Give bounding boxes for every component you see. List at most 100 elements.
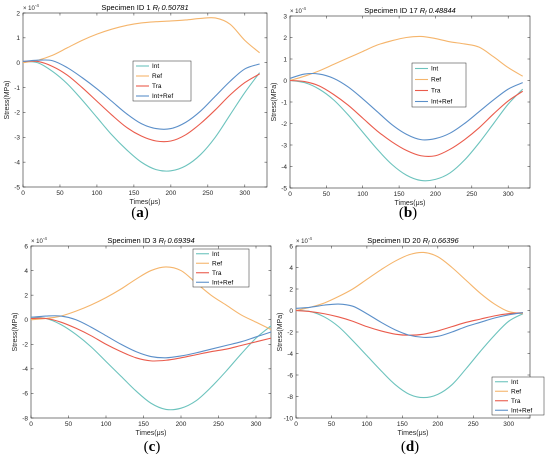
x-axis-title: Times(μs) bbox=[395, 200, 426, 207]
legend-box bbox=[132, 60, 192, 102]
legend: Int Ref Tra Int+Ref bbox=[491, 376, 545, 416]
x-tick-label: 100 bbox=[357, 191, 368, 198]
y-tick-label: -2 bbox=[287, 329, 293, 336]
x-tick-label: 0 bbox=[21, 190, 25, 197]
y-tick-label: -4 bbox=[14, 159, 20, 166]
x-tick-label: 200 bbox=[430, 191, 441, 198]
y-tick-label: 0 bbox=[24, 317, 28, 324]
chart-title: Specimen ID 3 Rf 0.69394 bbox=[107, 236, 194, 247]
series-line-tra bbox=[30, 317, 272, 362]
y-tick-label: -2 bbox=[14, 110, 20, 117]
panel-caption: (c) bbox=[144, 439, 161, 455]
series-line-int bbox=[30, 316, 272, 411]
y-tick-label: -6 bbox=[287, 372, 293, 379]
y-tick-label: -8 bbox=[287, 394, 293, 401]
legend-entry: Int+Ref bbox=[212, 279, 233, 286]
chart-panel-1: 0 50 100 150 200 250 300 -5 -4 -3 -2 -1 0 1 2× 10-4 Spe… bbox=[4, 3, 268, 221]
x-tick-label: 300 bbox=[503, 191, 514, 198]
y-axis-title: Stress(MPa) bbox=[271, 83, 278, 122]
x-tick-label: 300 bbox=[251, 421, 262, 428]
x-tick-label: 50 bbox=[323, 191, 331, 198]
legend-entry: Ref bbox=[511, 388, 521, 395]
panel-caption: (b) bbox=[399, 205, 417, 221]
x-tick-label: 150 bbox=[397, 421, 408, 428]
x-tick-label: 100 bbox=[92, 190, 103, 197]
y-tick-label: -8 bbox=[22, 415, 28, 422]
legend-entry: Int bbox=[431, 66, 438, 73]
legend-box bbox=[192, 248, 250, 288]
x-tick-label: 100 bbox=[101, 421, 112, 428]
y-axis-title: Stress(MPa) bbox=[12, 313, 19, 352]
y-tick-label: -1 bbox=[14, 85, 20, 92]
panel-caption: (d) bbox=[401, 439, 419, 455]
series-line-tra bbox=[22, 60, 260, 143]
series-line-int-plus-ref bbox=[22, 59, 260, 130]
y-tick-label: 2 bbox=[16, 10, 20, 17]
y-tick-label: 3 bbox=[283, 13, 287, 20]
series-line-int-plus-ref bbox=[30, 315, 272, 359]
chart-panel-2: 0 50 100 150 200 250 300 -5 -4 -3 -2 -1 0 1 2 3× 10-4 Sp… bbox=[271, 6, 531, 221]
legend-entry: Int+Ref bbox=[431, 99, 452, 106]
series-line-int bbox=[295, 309, 524, 399]
chart-title: Specimen ID 17 Rf 0.48844 bbox=[364, 6, 455, 17]
x-tick-label: 0 bbox=[294, 421, 298, 428]
y-exponent-label: × 10-4 bbox=[23, 3, 39, 12]
y-tick-label: -3 bbox=[281, 142, 287, 149]
x-tick-label: 200 bbox=[176, 421, 187, 428]
y-tick-label: -4 bbox=[281, 164, 287, 171]
x-tick-label: 150 bbox=[394, 191, 405, 198]
series-line-int-plus-ref bbox=[295, 303, 523, 338]
legend: Int Ref Tra Int+Ref bbox=[411, 62, 467, 108]
y-tick-label: -2 bbox=[281, 121, 287, 128]
y-tick-label: -1 bbox=[281, 99, 287, 106]
y-exponent-label: × 10-4 bbox=[31, 236, 47, 245]
legend-entry: Int+Ref bbox=[152, 93, 173, 100]
series-line-ref bbox=[295, 251, 523, 315]
series-line-ref bbox=[289, 35, 524, 82]
legend-entry: Tra bbox=[431, 88, 441, 95]
x-tick-label: 50 bbox=[328, 421, 336, 428]
axes-box bbox=[289, 15, 531, 189]
chart-panel-3: 0 50 100 150 200 250 300 -8 -6 -4 -2 0 2 4 6× 10-4 Spec… bbox=[12, 236, 272, 455]
y-tick-label: -2 bbox=[22, 342, 28, 349]
y-tick-label: -4 bbox=[22, 366, 28, 373]
series-line-int bbox=[22, 60, 261, 172]
y-tick-label: -10 bbox=[284, 415, 294, 422]
series-line-ref bbox=[30, 266, 272, 331]
x-tick-label: 300 bbox=[503, 421, 514, 428]
legend-box bbox=[411, 62, 467, 108]
chart-title: Specimen ID 20 Rf 0.66396 bbox=[367, 236, 459, 247]
legend-box bbox=[491, 376, 545, 416]
series-line-int bbox=[289, 79, 524, 182]
legend-entry: Ref bbox=[212, 260, 222, 267]
y-tick-label: 4 bbox=[289, 265, 293, 272]
y-tick-label: 6 bbox=[289, 243, 293, 250]
axes-box bbox=[295, 245, 531, 419]
x-tick-label: 250 bbox=[213, 421, 224, 428]
x-tick-label: 50 bbox=[65, 421, 73, 428]
y-tick-label: 1 bbox=[283, 56, 287, 63]
x-tick-label: 150 bbox=[138, 421, 149, 428]
series-line-int-plus-ref bbox=[289, 72, 523, 141]
y-axis-title: Stress(MPa) bbox=[4, 81, 11, 120]
x-tick-label: 100 bbox=[361, 421, 372, 428]
y-exponent-label: × 10-4 bbox=[290, 6, 306, 15]
legend-entry: Int bbox=[212, 251, 219, 258]
legend-entry: Ref bbox=[431, 77, 441, 84]
legend-entry: Int+Ref bbox=[511, 407, 532, 414]
x-tick-label: 0 bbox=[288, 191, 292, 198]
y-tick-label: 1 bbox=[16, 35, 20, 42]
legend: Int Ref Tra Int+Ref bbox=[192, 248, 250, 288]
y-tick-label: 2 bbox=[283, 35, 287, 42]
y-tick-label: 0 bbox=[283, 78, 287, 85]
x-tick-label: 0 bbox=[29, 421, 33, 428]
y-tick-label: 0 bbox=[289, 308, 293, 315]
y-tick-label: -5 bbox=[14, 184, 20, 191]
x-axis-title: Times(μs) bbox=[398, 430, 429, 437]
y-tick-label: 0 bbox=[16, 60, 20, 67]
legend-entry: Tra bbox=[511, 398, 521, 405]
x-tick-label: 250 bbox=[468, 421, 479, 428]
legend: Int Ref Tra Int+Ref bbox=[132, 60, 192, 102]
series-line-ref bbox=[22, 17, 260, 64]
